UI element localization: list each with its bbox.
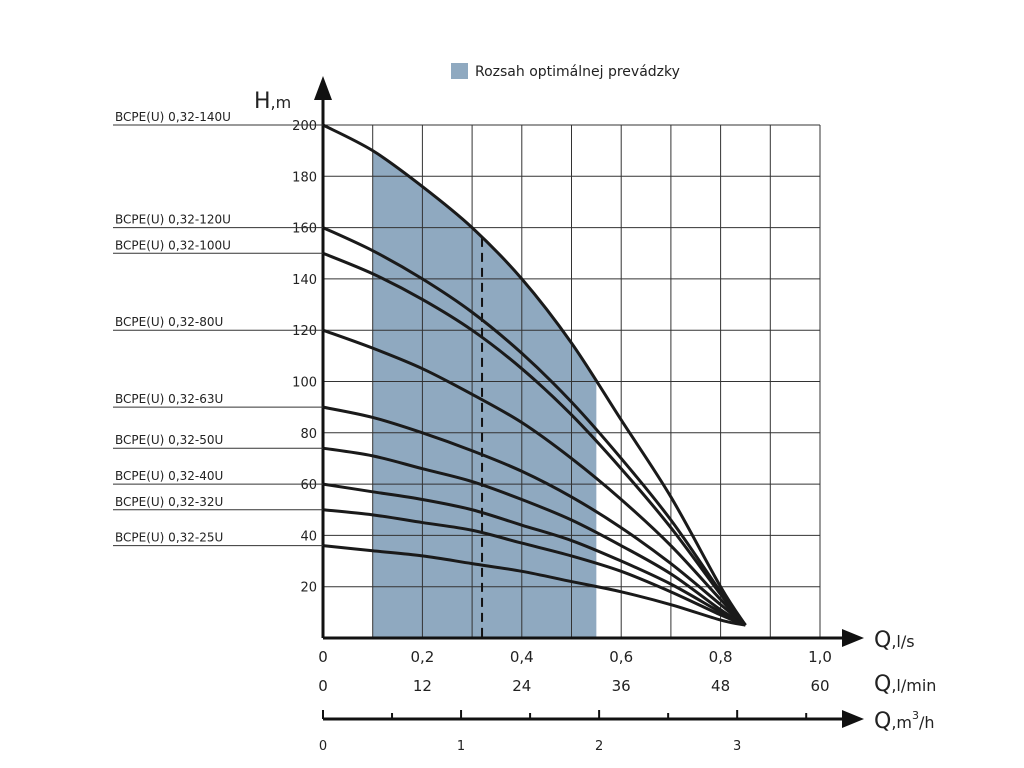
model-label: BCPE(U) 0,32-50U: [115, 433, 223, 447]
legend-swatch: [451, 63, 468, 79]
y-tick-label: 120: [292, 324, 317, 339]
x-axis-ls-arrow: [842, 629, 864, 647]
x-axis-lmin-label-unit: ,l/min: [891, 676, 936, 695]
x-tick-lmin-label: 12: [413, 677, 432, 695]
x-axis-lmin-label: Q,l/min: [874, 672, 936, 697]
x-axis-ls-label-unit: ,l/s: [891, 632, 914, 651]
model-label: BCPE(U) 0,32-100U: [115, 238, 231, 252]
x-tick-ls-label: 0,2: [410, 648, 434, 666]
model-label: BCPE(U) 0,32-25U: [115, 531, 223, 545]
x-tick-lmin-label: 48: [711, 677, 730, 695]
x-tick-m3h-label: 0: [319, 739, 327, 754]
pump-curve: [322, 328, 747, 627]
x-axis-m3h-label: Q,m3/h: [874, 709, 935, 734]
x-tick-lmin-label: 60: [810, 677, 829, 695]
x-tick-m3h-label: 1: [457, 739, 465, 754]
model-label: BCPE(U) 0,32-120U: [115, 213, 231, 227]
y-axis-label-main: H: [254, 89, 271, 114]
model-label: BCPE(U) 0,32-140U: [115, 110, 231, 124]
model-label: BCPE(U) 0,32-63U: [115, 392, 223, 406]
pump-curve: [322, 226, 747, 627]
x-tick-m3h-label: 2: [595, 739, 603, 754]
pump-curve: [322, 482, 747, 627]
y-axis-label: H,m: [254, 89, 291, 114]
x-tick-ls-label: 0,6: [609, 648, 633, 666]
x-axis-ls-label: Q,l/s: [874, 628, 915, 653]
pump-curve: [322, 123, 747, 626]
x-tick-ls-label: 0: [318, 648, 328, 666]
pump-curve: [322, 508, 747, 627]
y-axis-label-unit: ,m: [271, 93, 292, 112]
y-tick-label: 200: [292, 119, 317, 134]
x-axis-m3h-arrow: [842, 710, 864, 728]
pump-curve: [322, 405, 747, 627]
legend-label: Rozsah optimálnej prevádzky: [475, 64, 680, 80]
y-tick-label: 20: [300, 581, 317, 596]
y-tick-label: 180: [292, 170, 317, 185]
x-tick-lmin-label: 0: [318, 677, 328, 695]
y-tick-label: 140: [292, 273, 317, 288]
x-tick-ls-label: 0,4: [510, 648, 534, 666]
x-tick-ls-label: 0,8: [709, 648, 733, 666]
x-tick-lmin-label: 36: [612, 677, 631, 695]
model-label: BCPE(U) 0,32-40U: [115, 469, 223, 483]
optimal-range-band: [372, 150, 597, 638]
x-axis-lmin-label-main: Q: [874, 672, 891, 697]
pump-curve: [322, 251, 747, 627]
y-tick-label: 80: [300, 427, 317, 442]
x-axis-m3h-label-main: Q: [874, 709, 891, 734]
y-axis-arrow: [314, 76, 332, 100]
x-tick-lmin-label: 24: [512, 677, 531, 695]
y-tick-label: 40: [300, 529, 317, 544]
x-axis-m3h-label-tail: /h: [919, 713, 935, 732]
x-tick-ls-label: 1,0: [808, 648, 832, 666]
x-tick-m3h-label: 3: [733, 739, 741, 754]
y-tick-label: 100: [292, 376, 317, 391]
x-axis-m3h-label-unit: ,m: [891, 713, 912, 732]
x-axis-m3h-label-sup: 3: [912, 709, 919, 722]
pump-curve: [322, 446, 747, 627]
y-tick-label: 60: [300, 478, 317, 493]
y-tick-label: 160: [292, 222, 317, 237]
x-axis-ls-label-main: Q: [874, 628, 891, 653]
pump-curve: [322, 544, 746, 627]
model-label: BCPE(U) 0,32-80U: [115, 315, 223, 329]
model-label: BCPE(U) 0,32-32U: [115, 495, 223, 509]
